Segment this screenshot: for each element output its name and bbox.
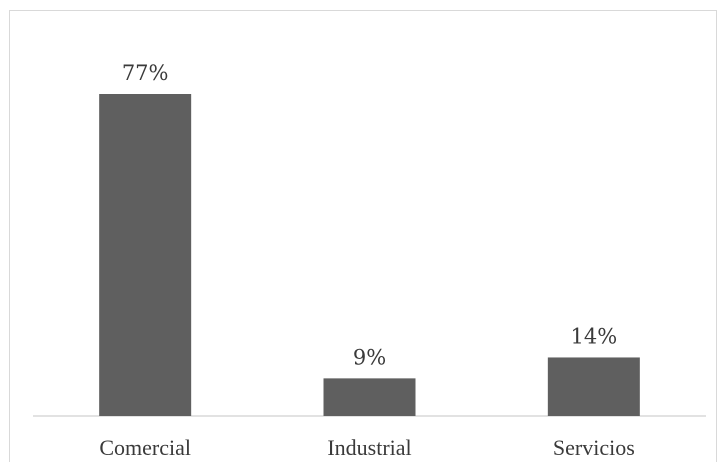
x-tick-labels-group: Comercial Industrial Servicios — [99, 435, 634, 460]
data-labels-group: 77% 9% 14% — [122, 61, 617, 369]
x-tick-label-servicios: Servicios — [553, 435, 635, 460]
x-tick-label-comercial: Comercial — [99, 435, 191, 460]
data-label-comercial: 77% — [122, 61, 169, 85]
bar-comercial — [99, 94, 192, 416]
bar-industrial — [323, 378, 416, 416]
data-label-servicios: 14% — [570, 324, 617, 348]
bar-servicios — [547, 357, 640, 416]
bars-group — [99, 94, 640, 416]
data-label-industrial: 9% — [353, 345, 386, 369]
x-tick-label-industrial: Industrial — [327, 435, 411, 460]
